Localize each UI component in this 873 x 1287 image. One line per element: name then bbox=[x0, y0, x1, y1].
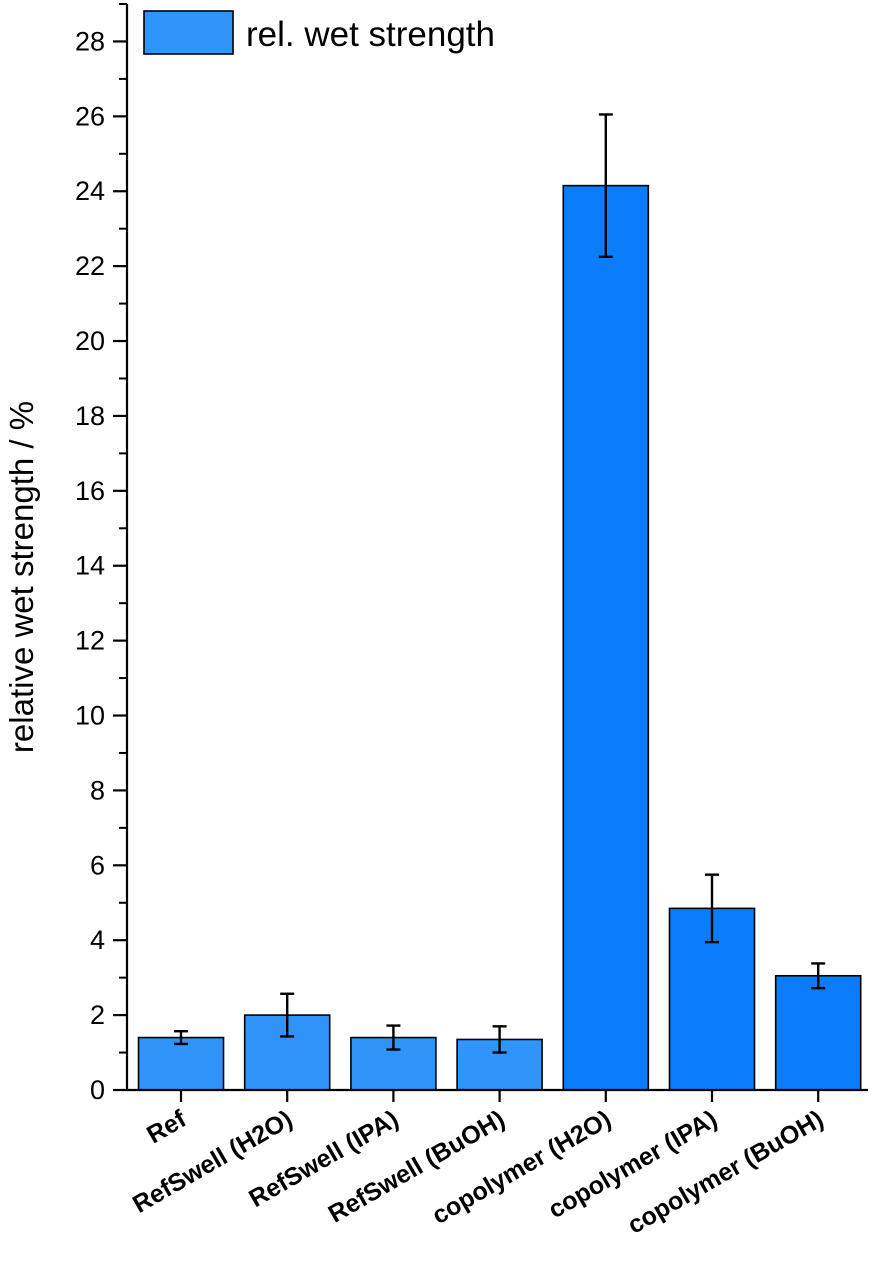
y-tick-label: 24 bbox=[75, 176, 105, 206]
bar-5 bbox=[562, 184, 650, 1091]
y-tick-label: 18 bbox=[75, 401, 105, 431]
y-tick-label: 16 bbox=[75, 476, 105, 506]
y-tick-label: 28 bbox=[75, 26, 105, 56]
x-category-label: Ref bbox=[142, 1105, 191, 1150]
error-bar-2 bbox=[280, 992, 295, 1038]
y-tick-label: 10 bbox=[75, 701, 105, 731]
error-bar-6 bbox=[705, 873, 719, 944]
y-tick-label: 12 bbox=[75, 626, 105, 656]
y-tick-label: 26 bbox=[75, 101, 105, 131]
legend: rel. wet strength bbox=[143, 10, 495, 55]
legend-swatch bbox=[143, 10, 234, 55]
error-bar-4 bbox=[492, 1025, 507, 1054]
x-category-label: copolymer (H2O) bbox=[427, 1105, 615, 1230]
error-bar-7 bbox=[811, 962, 826, 990]
error-bar-5 bbox=[598, 113, 613, 258]
y-tick-label: 14 bbox=[75, 551, 105, 581]
bar-1 bbox=[137, 1036, 225, 1091]
y-tick-label: 22 bbox=[75, 251, 105, 281]
legend-label: rel. wet strength bbox=[246, 15, 495, 54]
y-tick-label: 20 bbox=[75, 326, 105, 356]
y-tick-label: 2 bbox=[90, 1000, 105, 1030]
x-category-label: RefSwell (BuOH) bbox=[324, 1105, 510, 1229]
error-bars-layer bbox=[174, 113, 826, 1054]
y-tick-label: 4 bbox=[90, 925, 105, 955]
y-tick-label: 6 bbox=[90, 850, 105, 880]
bars-layer bbox=[137, 184, 862, 1091]
y-tick-label: 0 bbox=[90, 1075, 105, 1105]
y-axis-title: relative wet strength / % bbox=[3, 401, 40, 753]
y-tick-label: 8 bbox=[90, 775, 105, 805]
bar-7 bbox=[774, 974, 862, 1091]
error-bar-1 bbox=[174, 1030, 188, 1046]
x-category-label: copolymer (BuOH) bbox=[623, 1105, 828, 1240]
error-bar-3 bbox=[386, 1024, 401, 1051]
